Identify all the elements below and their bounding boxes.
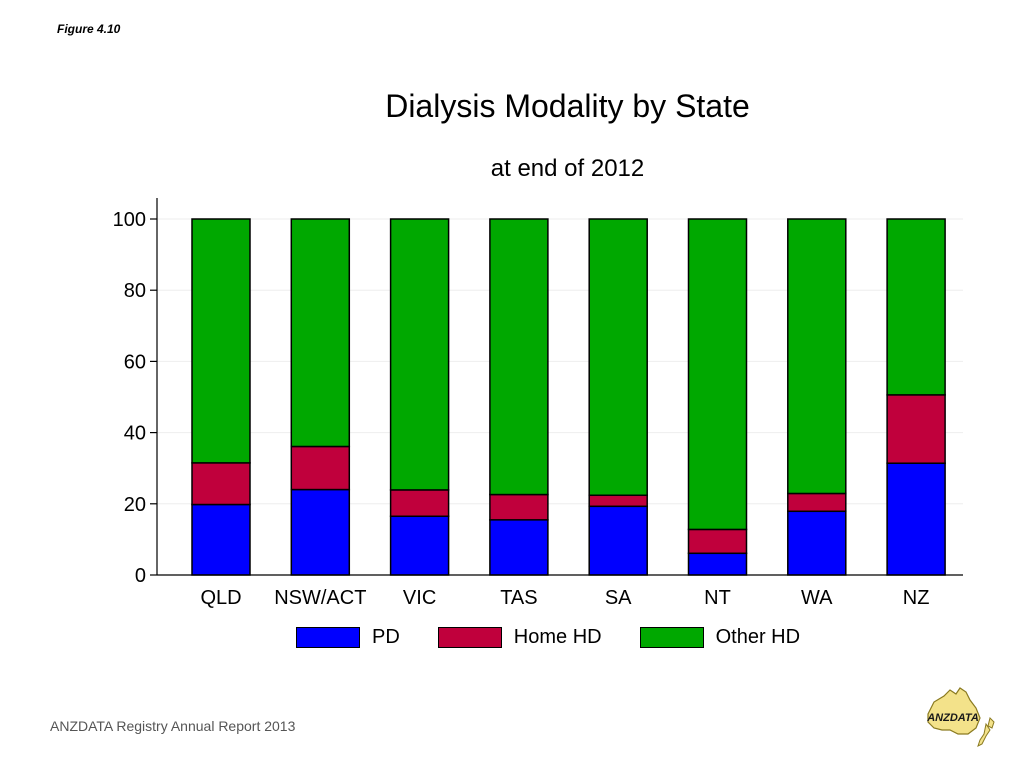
- bar-qld-other-hd: [191, 218, 251, 464]
- bar-sa-pd: [588, 505, 648, 576]
- bar-nsw-act-other-hd: [290, 218, 351, 448]
- bar-vic-other-hd: [389, 218, 450, 491]
- bar-nsw-act-pd: [290, 488, 351, 576]
- legend-item-home-hd: Home HD: [437, 626, 602, 649]
- x-tick-label-tas: TAS: [500, 587, 537, 609]
- bar-nsw-act-home-hd: [290, 445, 351, 491]
- x-tick-label-nsw-act: NSW/ACT: [274, 587, 366, 609]
- chart-title: Dialysis Modality by State: [385, 88, 750, 124]
- legend-swatch-home-hd: [437, 627, 502, 648]
- bar-vic-pd: [389, 515, 450, 576]
- x-tick-label-nt: NT: [704, 587, 731, 609]
- bar-tas-other-hd: [489, 218, 549, 496]
- bar-nz-pd: [886, 462, 946, 576]
- figure-label: Figure 4.10: [57, 22, 121, 36]
- x-tick-label-nz: NZ: [903, 587, 930, 609]
- bar-nt-other-hd: [687, 218, 748, 531]
- anzdata-logo: ANZDATA: [926, 687, 995, 747]
- logo-text: ANZDATA: [926, 712, 979, 724]
- chart-plot-area: QLD NSW/ACT VIC TAS SA NT WA NZ 0 20 40 60 80 100: [113, 198, 963, 609]
- legend-label-pd: PD: [372, 626, 400, 648]
- legend-label-home-hd: Home HD: [513, 626, 602, 648]
- y-tick-label-80: 80: [124, 280, 146, 302]
- y-tick-label-20: 20: [124, 494, 146, 516]
- bar-wa-home-hd: [787, 492, 847, 513]
- legend-item-pd: PD: [296, 626, 400, 649]
- chart-legend: PD Home HD Other HD: [296, 626, 838, 649]
- bar-sa-home-hd: [588, 494, 648, 508]
- bar-wa-pd: [787, 510, 847, 576]
- legend-swatch-other-hd: [639, 627, 704, 648]
- bar-nt-home-hd: [687, 528, 748, 555]
- footer-text: ANZDATA Registry Annual Report 2013: [50, 718, 296, 734]
- y-tick-label-60: 60: [124, 351, 146, 373]
- y-tick-label-40: 40: [124, 423, 146, 445]
- x-tick-label-wa: WA: [801, 587, 833, 609]
- bar-qld-pd: [191, 503, 251, 576]
- axes: QLD NSW/ACT VIC TAS SA NT WA NZ 0 20 40 60 80 100: [113, 198, 963, 609]
- bars-group: [191, 218, 946, 576]
- y-tick-label-100: 100: [113, 209, 146, 231]
- bar-qld-home-hd: [191, 462, 251, 506]
- bar-nz-home-hd: [886, 394, 946, 464]
- x-tick-label-qld: QLD: [200, 587, 241, 609]
- bar-vic-home-hd: [389, 489, 450, 518]
- legend-label-other-hd: Other HD: [715, 626, 801, 648]
- bar-tas-home-hd: [489, 493, 549, 521]
- bar-nz-other-hd: [886, 218, 946, 396]
- x-tick-label-sa: SA: [605, 587, 632, 609]
- y-tick-label-0: 0: [135, 565, 146, 587]
- bar-sa-other-hd: [588, 218, 648, 497]
- bar-nt-pd: [687, 552, 748, 576]
- bar-wa-other-hd: [787, 218, 847, 495]
- chart-subtitle: at end of 2012: [490, 155, 645, 182]
- x-tick-label-vic: VIC: [403, 587, 436, 609]
- legend-swatch-pd: [296, 627, 360, 648]
- legend-item-other-hd: Other HD: [639, 626, 801, 649]
- bar-tas-pd: [489, 519, 549, 576]
